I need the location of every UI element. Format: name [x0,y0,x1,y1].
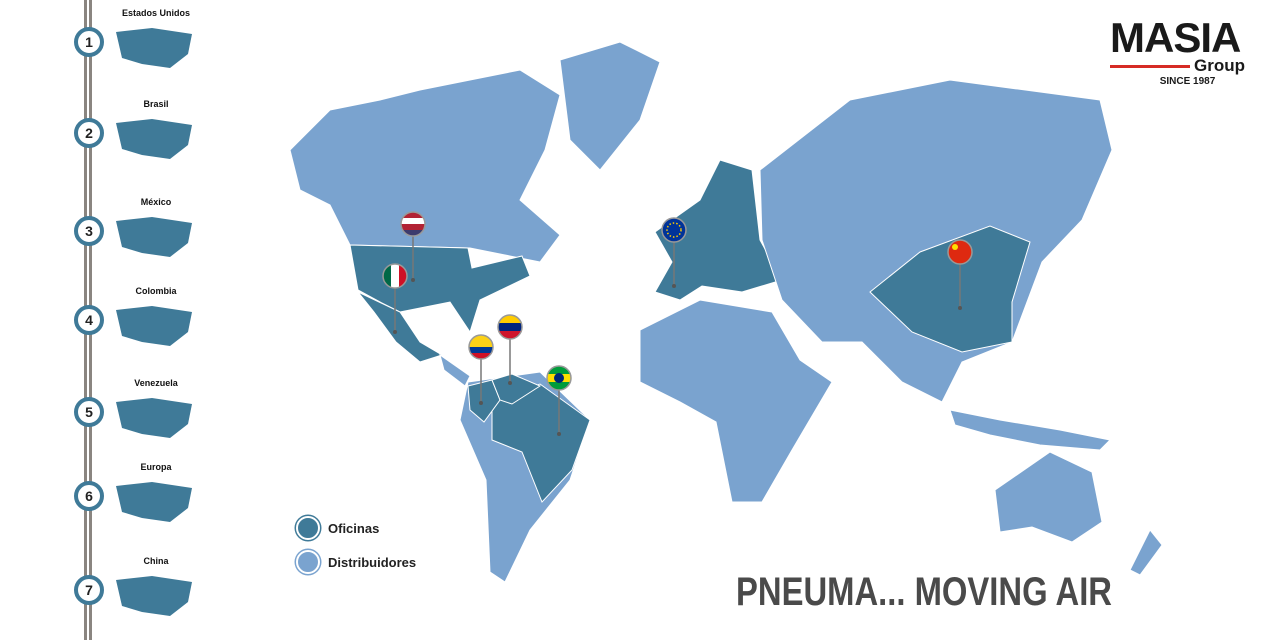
flag-pin-co [468,334,494,405]
flag-pin-cn [947,239,973,310]
step-number: 3 [74,216,104,246]
step-number: 5 [74,397,104,427]
region-europe [654,159,783,301]
country-silhouette [116,398,192,438]
country-label: Colombia [135,286,177,296]
tagline: PNEUMA... MOVING AIR [736,570,1113,614]
country-silhouette [116,217,192,257]
step-number: 2 [74,118,104,148]
region-asia [759,79,1113,403]
flag-pin-eu [661,217,687,288]
step-number: 4 [74,305,104,335]
masia-group-logo: MASIA Group SINCE 1987 [1110,14,1245,87]
region-australia [994,451,1103,543]
region-indonesia [949,409,1112,451]
offices-swatch [296,516,320,540]
step-number: 7 [74,575,104,605]
country-label: Venezuela [134,378,178,388]
country-silhouette [116,482,192,522]
flag-pin-ve [497,314,523,385]
map-legend: Oficinas Distribuidores [296,516,416,584]
country-colombia [467,379,501,423]
distributors-swatch [296,550,320,574]
country-label: Brasil [143,99,169,109]
region-africa [639,299,833,503]
region-canada-alaska [289,69,561,263]
country-label: Estados Unidos [121,8,190,18]
country-silhouette [116,576,192,616]
region-greenland [559,41,661,171]
country-venezuela [491,373,542,405]
country-brazil [491,383,591,503]
country-label: Europa [140,462,172,472]
country-mexico [357,291,444,363]
legend-distributors: Distribuidores [296,550,416,574]
country-label: México [140,197,172,207]
step-number: 6 [74,481,104,511]
flag-pin-br [546,365,572,436]
country-label: China [143,556,169,566]
flag-pin-mx [382,263,408,334]
legend-offices: Oficinas [296,516,416,540]
region-central-america [439,353,471,387]
country-china [869,225,1031,353]
country-silhouette [116,306,192,346]
country-silhouette [116,119,192,159]
country-silhouette [116,28,192,68]
region-new-zealand [1129,529,1163,576]
step-number: 1 [74,27,104,57]
flag-pin-us [400,211,426,282]
